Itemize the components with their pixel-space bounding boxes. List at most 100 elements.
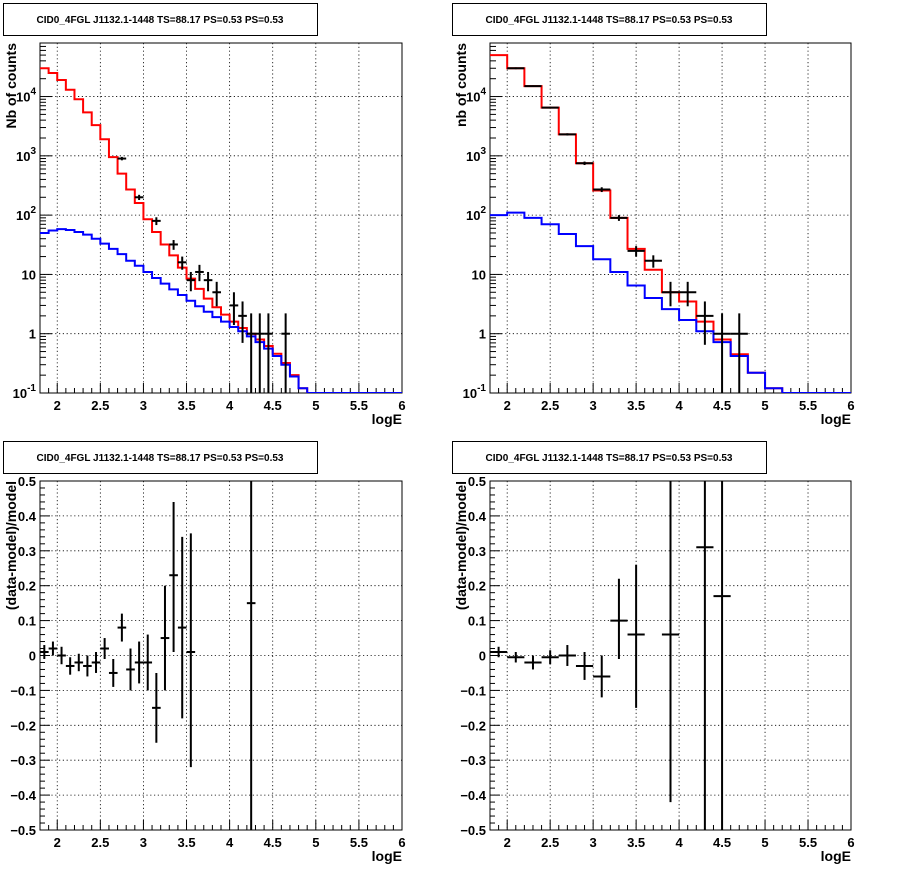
data-point — [575, 161, 594, 166]
y-tick-label: 0.2 — [18, 579, 36, 594]
series-line-2 — [40, 228, 402, 393]
x-tick-label: 2.5 — [91, 835, 109, 850]
data-point — [255, 313, 265, 393]
y-tick-exponent: -1 — [27, 383, 36, 394]
x-tick-label: 4 — [675, 835, 683, 850]
data-point — [186, 533, 196, 768]
x-tick-label: 6 — [398, 398, 405, 413]
x-tick-label: 5 — [312, 835, 319, 850]
data-point — [713, 481, 731, 830]
y-tick-label: 102 — [466, 205, 486, 223]
data-point — [246, 481, 256, 830]
data-point — [134, 641, 144, 684]
data-point — [696, 301, 714, 345]
x-tick-label: 4 — [675, 398, 683, 413]
data-point — [203, 271, 213, 292]
x-tick-label: 4.5 — [713, 835, 731, 850]
data-point — [195, 264, 204, 282]
x-axis-title: logE — [821, 411, 851, 427]
data-point — [74, 653, 84, 672]
x-tick-label: 5 — [761, 398, 768, 413]
x-tick-label: 3.5 — [627, 835, 645, 850]
y-tick-label: −0.2 — [10, 718, 36, 733]
x-tick-label: 6 — [847, 835, 854, 850]
x-tick-label: 5.5 — [350, 398, 368, 413]
y-tick-label: 0.3 — [18, 544, 36, 559]
series-line-2 — [490, 211, 851, 393]
y-axis-title: (data-model)/model — [453, 481, 469, 610]
data-point — [65, 657, 75, 675]
x-tick-label: 2 — [504, 835, 511, 850]
y-tick-label: −0.5 — [460, 823, 486, 838]
x-tick-label: 3 — [140, 835, 147, 850]
y-tick-label: −0.2 — [460, 718, 486, 733]
x-tick-label: 2 — [54, 398, 61, 413]
data-point — [169, 501, 178, 653]
data-point — [627, 246, 645, 257]
data-point — [160, 585, 170, 691]
y-tick-label: 0.4 — [468, 509, 487, 524]
chart-panel-1: CID0_4FGL J1132.1-1448 TS=88.17 PS=0.53 … — [3, 3, 406, 427]
data-point — [246, 313, 256, 393]
x-axis-title: logE — [821, 848, 851, 864]
x-tick-label: 5 — [312, 398, 319, 413]
data-point — [696, 481, 714, 830]
data-point — [507, 652, 525, 663]
data-point — [558, 133, 576, 136]
x-tick-label: 2.5 — [91, 398, 109, 413]
chart-title: CID0_4FGL J1132.1-1448 TS=88.17 PS=0.53 … — [37, 453, 284, 464]
data-point — [661, 281, 680, 307]
x-tick-label: 3.5 — [627, 398, 645, 413]
chart-panel-4: CID0_4FGL J1132.1-1448 TS=88.17 PS=0.53 … — [452, 441, 855, 864]
data-point — [48, 641, 58, 656]
data-point — [186, 271, 196, 292]
x-tick-label: 2.5 — [541, 398, 559, 413]
chart-title: CID0_4FGL J1132.1-1448 TS=88.17 PS=0.53 … — [37, 15, 284, 26]
y-tick-label: 10-1 — [13, 383, 37, 401]
data-point — [661, 481, 680, 803]
y-tick-exponent: 2 — [480, 205, 486, 216]
data-point — [169, 240, 178, 250]
y-tick-label: 0.4 — [18, 509, 37, 524]
x-tick-label: 3 — [590, 398, 597, 413]
data-point — [679, 281, 697, 307]
data-point — [229, 292, 239, 326]
plot-frame — [489, 42, 852, 394]
y-tick-exponent: 3 — [30, 146, 36, 157]
title-box — [452, 441, 767, 474]
y-tick-exponent: 4 — [480, 87, 486, 98]
y-tick-label: 103 — [466, 146, 486, 164]
data-point — [281, 313, 290, 393]
x-tick-label: 2 — [504, 398, 511, 413]
plot-frame — [39, 42, 403, 394]
x-tick-label: 2.5 — [541, 835, 559, 850]
y-axis-title: nb of counts — [453, 43, 469, 127]
data-point — [507, 67, 525, 70]
x-axis-title: logE — [372, 411, 402, 427]
data-point — [524, 85, 542, 88]
y-tick-label: 0 — [29, 649, 36, 664]
y-axis-title: Nb of counts — [3, 43, 19, 129]
x-tick-label: 4.5 — [264, 835, 282, 850]
y-tick-label: 0 — [479, 649, 486, 664]
plot-area — [490, 54, 851, 393]
x-tick-label: 5 — [761, 835, 768, 850]
x-tick-label: 2 — [54, 835, 61, 850]
x-axis-title: logE — [372, 848, 402, 864]
data-point — [134, 194, 144, 200]
y-tick-label: −0.4 — [10, 788, 36, 803]
x-tick-label: 3 — [590, 835, 597, 850]
x-tick-label: 5.5 — [799, 835, 817, 850]
y-tick-label: −0.3 — [460, 753, 486, 768]
y-tick-label: −0.3 — [10, 753, 36, 768]
data-point — [126, 648, 135, 691]
chart-title: CID0_4FGL J1132.1-1448 TS=88.17 PS=0.53 … — [486, 453, 733, 464]
y-axis-title: (data-model)/model — [3, 481, 19, 610]
y-tick-label: 0.5 — [18, 474, 36, 489]
chart-panel-3: CID0_4FGL J1132.1-1448 TS=88.17 PS=0.53 … — [3, 441, 406, 864]
plot-area — [490, 481, 731, 830]
x-tick-label: 5.5 — [350, 835, 368, 850]
data-point — [100, 638, 109, 659]
data-point — [177, 256, 187, 270]
y-tick-label: 0.3 — [468, 544, 486, 559]
